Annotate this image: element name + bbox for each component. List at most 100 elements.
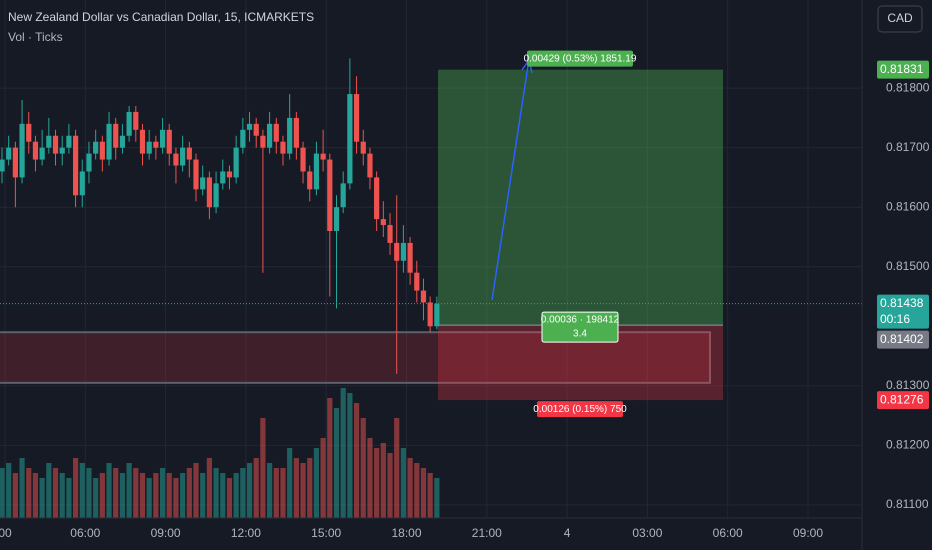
candle-body	[0, 159, 5, 172]
volume-bar	[180, 473, 186, 518]
x-tick-label: 4	[564, 526, 571, 540]
candle-body	[139, 129, 146, 154]
candle-body	[240, 129, 246, 148]
candle-body	[300, 147, 306, 172]
volume-bar	[260, 418, 266, 518]
x-tick-label: 06:00	[713, 526, 743, 540]
candle-body	[173, 153, 179, 166]
target-label: 0.00429 (0.53%) 1851.19	[524, 53, 637, 64]
volume-bar	[99, 473, 105, 518]
volume-bar	[414, 463, 420, 518]
candle-body	[280, 141, 286, 154]
candle-body	[133, 111, 139, 130]
volume-bar	[200, 473, 206, 518]
candle-body	[434, 303, 440, 327]
target-price-box	[877, 60, 929, 79]
volume-bar	[400, 448, 406, 518]
currency-label[interactable]: CAD	[887, 11, 913, 25]
volume-bar	[79, 463, 85, 518]
candle-body	[19, 123, 25, 178]
volume-bar	[240, 468, 246, 518]
mid-label: 0.00036 · 198412	[541, 315, 620, 326]
volume-bar	[387, 453, 393, 518]
volume-bar	[293, 458, 299, 518]
candle-body	[193, 159, 199, 190]
x-tick-label: 09:00	[151, 526, 181, 540]
volume-bar	[367, 438, 373, 518]
volume-bar	[39, 478, 45, 518]
candle-body	[159, 129, 166, 148]
candle-body	[367, 153, 373, 178]
currency-button[interactable]	[877, 5, 923, 33]
volume-bar	[267, 463, 273, 518]
target-area	[438, 69, 723, 326]
volume-bar	[119, 473, 126, 518]
candle-body	[414, 272, 420, 291]
last-price-box	[877, 294, 929, 329]
volume-bar	[52, 468, 59, 518]
volume-bar	[6, 463, 12, 518]
volume-bar	[226, 478, 233, 518]
volume-bar	[333, 408, 340, 518]
last-price: 0.81438	[880, 296, 924, 310]
volume-bar	[313, 448, 320, 518]
x-tick-label: 00	[0, 526, 12, 540]
volume-bar	[139, 473, 146, 518]
candle-body	[340, 183, 346, 208]
volume-bar	[287, 448, 293, 518]
volume-bar	[213, 468, 219, 518]
countdown: 00:16	[880, 312, 910, 326]
candle-body	[119, 135, 126, 148]
candle-body	[226, 171, 233, 178]
candle-body	[206, 177, 212, 208]
volume-bar	[166, 473, 172, 518]
volume-bar	[233, 473, 239, 518]
volume-bar	[113, 468, 119, 518]
candle-body	[26, 123, 32, 142]
candle-body	[320, 153, 326, 160]
entry-price: 0.81402	[880, 332, 924, 346]
candle-body	[99, 141, 105, 160]
mid-label: 3.4	[573, 329, 587, 340]
volume-bar	[159, 468, 166, 518]
x-tick-label: 15:00	[311, 526, 341, 540]
candle-body	[253, 123, 259, 136]
candle-body	[39, 147, 45, 160]
candle-body	[327, 159, 333, 232]
volume-bar	[93, 478, 99, 518]
volume-bar	[173, 478, 179, 518]
volume-bar	[380, 443, 386, 518]
volume-bar	[12, 473, 18, 518]
candle-body	[180, 147, 186, 166]
volume-bar	[186, 468, 192, 518]
x-tick-label: 21:00	[472, 526, 502, 540]
x-tick-label: 03:00	[632, 526, 662, 540]
candle-body	[360, 141, 366, 154]
volume-bar	[66, 478, 72, 518]
candle-body	[347, 94, 353, 184]
candle-body	[353, 94, 360, 142]
candle-body	[293, 117, 299, 148]
candle-body	[146, 141, 152, 154]
volume-bar	[347, 393, 353, 518]
candle-body	[12, 147, 18, 178]
candle-body	[374, 177, 380, 220]
candle-body	[246, 123, 253, 130]
stop-label: 0.00126 (0.15%) 750	[533, 404, 627, 415]
candle-body	[66, 135, 72, 148]
y-tick-label: 0.81200	[886, 438, 930, 452]
mid-label-box	[541, 311, 619, 343]
target-price: 0.81831	[880, 62, 924, 76]
volume-bar	[0, 468, 5, 518]
candle-body	[333, 207, 340, 232]
y-tick-label: 0.81600	[886, 199, 930, 213]
target-label-box	[527, 50, 633, 67]
stop-label-box	[537, 401, 623, 418]
candle-body	[260, 135, 266, 148]
x-tick-label: 12:00	[231, 526, 261, 540]
y-tick-label: 0.81300	[886, 378, 930, 392]
candle-body	[400, 242, 406, 261]
candle-body	[220, 171, 226, 184]
volume-bar	[72, 458, 79, 518]
x-tick-label: 09:00	[793, 526, 823, 540]
